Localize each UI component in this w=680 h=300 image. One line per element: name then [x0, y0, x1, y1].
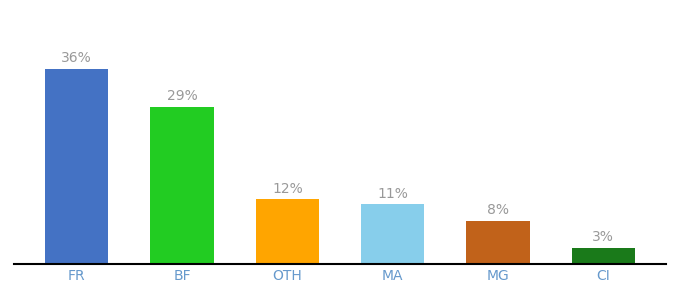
Text: 36%: 36% — [61, 51, 92, 65]
Text: 12%: 12% — [272, 182, 303, 196]
Bar — [256, 199, 319, 264]
Bar — [361, 204, 424, 264]
Text: 3%: 3% — [592, 230, 614, 244]
Bar — [466, 220, 530, 264]
Text: 8%: 8% — [487, 203, 509, 217]
Bar — [572, 248, 635, 264]
Text: 29%: 29% — [167, 89, 197, 103]
Bar — [150, 106, 214, 264]
Bar — [45, 69, 108, 264]
Text: 11%: 11% — [377, 187, 408, 201]
